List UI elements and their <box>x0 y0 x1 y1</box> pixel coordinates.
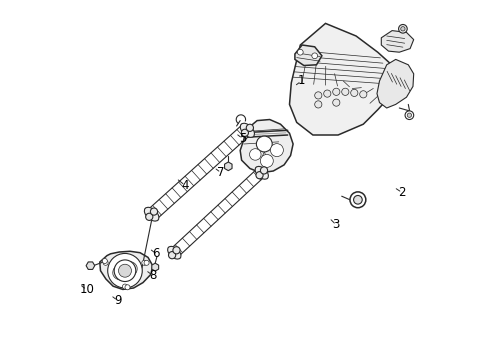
Circle shape <box>341 88 348 95</box>
Circle shape <box>125 285 130 290</box>
Circle shape <box>241 129 248 136</box>
Circle shape <box>297 49 303 55</box>
Text: 8: 8 <box>149 269 156 282</box>
Circle shape <box>142 260 146 265</box>
Text: 10: 10 <box>79 283 94 296</box>
Circle shape <box>118 264 131 277</box>
Text: 3: 3 <box>332 219 339 231</box>
Polygon shape <box>376 59 413 108</box>
Circle shape <box>359 91 366 98</box>
Circle shape <box>144 260 149 265</box>
Circle shape <box>314 101 321 108</box>
Polygon shape <box>240 120 292 173</box>
Text: 2: 2 <box>398 186 405 199</box>
Circle shape <box>400 27 404 31</box>
Circle shape <box>349 192 365 208</box>
Circle shape <box>260 167 267 174</box>
Polygon shape <box>149 127 248 218</box>
Ellipse shape <box>240 123 254 138</box>
Text: 5: 5 <box>239 132 246 145</box>
Text: 7: 7 <box>217 166 224 179</box>
Circle shape <box>323 90 330 97</box>
Circle shape <box>173 247 180 254</box>
Ellipse shape <box>144 207 159 221</box>
Text: 4: 4 <box>181 179 188 192</box>
Circle shape <box>249 149 261 160</box>
Polygon shape <box>381 31 413 52</box>
Circle shape <box>168 252 175 259</box>
Circle shape <box>407 113 411 117</box>
Polygon shape <box>86 262 95 269</box>
Text: 9: 9 <box>114 294 122 307</box>
Circle shape <box>260 154 273 167</box>
Circle shape <box>246 124 253 131</box>
Circle shape <box>103 260 108 265</box>
Circle shape <box>404 111 413 120</box>
Circle shape <box>350 89 357 96</box>
Circle shape <box>314 92 321 99</box>
Circle shape <box>150 208 157 215</box>
Circle shape <box>270 144 283 157</box>
Ellipse shape <box>167 246 181 259</box>
Circle shape <box>145 213 153 220</box>
Circle shape <box>332 99 339 106</box>
Circle shape <box>255 172 263 179</box>
Circle shape <box>107 253 142 288</box>
Circle shape <box>114 260 136 282</box>
Circle shape <box>332 88 339 95</box>
Circle shape <box>122 284 127 289</box>
Polygon shape <box>151 263 158 271</box>
Text: 1: 1 <box>297 75 305 87</box>
Circle shape <box>256 136 272 152</box>
Polygon shape <box>100 251 152 289</box>
Circle shape <box>102 258 107 264</box>
Text: 6: 6 <box>152 247 160 260</box>
Ellipse shape <box>113 261 137 280</box>
Polygon shape <box>171 169 264 256</box>
Ellipse shape <box>255 166 268 179</box>
Circle shape <box>398 24 407 33</box>
Polygon shape <box>224 162 232 171</box>
Polygon shape <box>289 23 395 135</box>
Circle shape <box>353 195 362 204</box>
Circle shape <box>311 53 317 59</box>
Polygon shape <box>294 45 321 66</box>
